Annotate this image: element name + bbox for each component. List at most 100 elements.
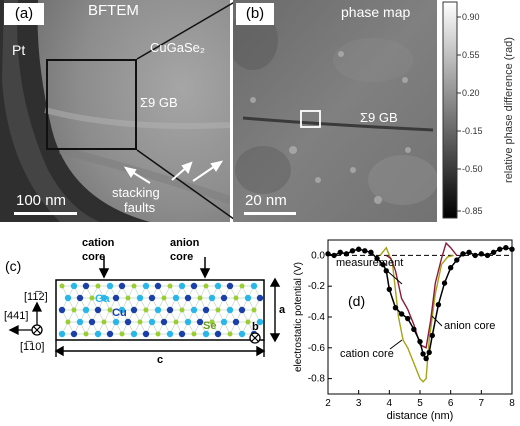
atom-cu-label: Cu xyxy=(112,307,127,319)
atom-se xyxy=(83,331,89,337)
measurement-point xyxy=(503,245,509,251)
legend-measurement: measurement xyxy=(336,257,403,269)
measurement-point xyxy=(349,248,356,254)
anion-core-label-2: core xyxy=(170,251,194,263)
x-axis-label: distance (nm) xyxy=(387,410,454,422)
potential-profile-chart: electrostatic potential (V) distance (nm… xyxy=(293,239,515,422)
atom-ga xyxy=(100,294,108,302)
atom-ga xyxy=(58,330,66,338)
atom-cu xyxy=(82,282,90,290)
atom-cu xyxy=(154,282,162,290)
atom-ga xyxy=(256,318,264,326)
atom-ga xyxy=(154,306,162,314)
atom-ga xyxy=(166,330,174,338)
measurement-point xyxy=(509,246,515,252)
atom-se xyxy=(215,307,221,313)
colorbar-tick: -0.85 xyxy=(462,206,483,216)
gb-label-b: Σ9 GB xyxy=(360,110,398,125)
measurement-point xyxy=(429,332,435,339)
atom-ga xyxy=(184,318,192,326)
atom-ga xyxy=(226,306,234,314)
length-a-label: a xyxy=(279,304,286,316)
atom-ga xyxy=(220,318,228,326)
atom-ga xyxy=(70,282,78,290)
atom-se xyxy=(233,295,239,301)
y-tick-label: 0.0 xyxy=(311,250,325,261)
measurement-point xyxy=(374,255,380,262)
measurement-point xyxy=(331,252,337,259)
label-cation-core: cation core xyxy=(340,348,394,360)
anion-pointer xyxy=(431,315,443,327)
atom-se xyxy=(203,283,209,289)
x-tick-label: 6 xyxy=(448,398,454,409)
atom-ga xyxy=(178,282,186,290)
measurement-point xyxy=(435,301,442,308)
measurement-point xyxy=(386,286,393,292)
scale-bar-a-label: 100 nm xyxy=(16,192,67,209)
atom-ga xyxy=(238,330,246,338)
atom-ga xyxy=(118,306,126,314)
y-axis-label: electrostatic potential (V) xyxy=(293,262,304,372)
measurement-point xyxy=(490,249,497,256)
cation-core-label-2: core xyxy=(82,251,106,263)
cation-pointer xyxy=(389,339,403,350)
atom-se xyxy=(119,331,125,337)
series-line-measurement xyxy=(327,246,513,361)
atom-cu xyxy=(202,306,210,314)
colorbar-label: relative phase difference (rad) xyxy=(503,37,515,183)
atom-ga xyxy=(112,318,120,326)
faults-label-line2: faults xyxy=(124,200,156,215)
measurement-point xyxy=(392,305,399,311)
panel-b-title: phase map xyxy=(341,4,411,20)
gb-label-a: Σ9 GB xyxy=(140,95,178,110)
atom-cu xyxy=(118,282,126,290)
measurement-pointer xyxy=(384,268,403,285)
atom-se xyxy=(137,319,143,325)
atom-ga-label: Ga xyxy=(95,293,111,305)
atom-se xyxy=(71,307,77,313)
atom-ga xyxy=(136,294,144,302)
direction-left-label: [441] xyxy=(4,310,28,322)
pt-label: Pt xyxy=(12,42,26,58)
atom-cu xyxy=(142,330,150,338)
atom-se xyxy=(173,319,179,325)
atom-se xyxy=(239,283,245,289)
panel-c-tag: (c) xyxy=(5,258,22,274)
scale-bar-b xyxy=(244,212,296,215)
colorbar-tick: 0.55 xyxy=(462,50,480,60)
atom-ga xyxy=(172,294,180,302)
direction-up-label: [11̅2] xyxy=(24,291,48,303)
measurement-point xyxy=(417,338,423,345)
atom-cu xyxy=(184,294,192,302)
measurement-point xyxy=(420,351,426,357)
x-tick-label: 8 xyxy=(509,398,515,409)
atom-cu xyxy=(160,318,168,326)
atom-cu xyxy=(106,330,114,338)
atom-ga xyxy=(202,330,210,338)
atom-cu xyxy=(76,294,84,302)
atom-ga xyxy=(250,282,258,290)
length-c-label: c xyxy=(157,354,163,365)
x-tick-label: 2 xyxy=(325,398,331,409)
measurement-point xyxy=(355,246,362,252)
series-line-cation-core xyxy=(379,246,454,383)
cation-core-label-1: cation xyxy=(82,237,115,249)
measurement-point xyxy=(343,251,350,257)
fault-arrows xyxy=(123,160,224,184)
measurement-point xyxy=(411,326,417,333)
colorbar-tick: 0.90 xyxy=(462,12,480,22)
atom-se xyxy=(167,283,173,289)
scale-bar-b-label: 20 nm xyxy=(245,192,287,209)
measurement-point xyxy=(423,355,429,362)
measurement-point xyxy=(362,248,368,254)
y-tick-label: -0.2 xyxy=(308,281,326,292)
faults-label-line1: stacking xyxy=(112,185,160,200)
colorbar-tick: -0.15 xyxy=(462,126,483,136)
atom-ga xyxy=(76,318,84,326)
atom-cu xyxy=(130,306,138,314)
y-tick-label: -0.4 xyxy=(308,312,326,323)
atom-ga xyxy=(244,294,252,302)
atom-cu xyxy=(166,306,174,314)
atom-ga xyxy=(130,330,138,338)
label-anion-core: anion core xyxy=(444,320,495,332)
